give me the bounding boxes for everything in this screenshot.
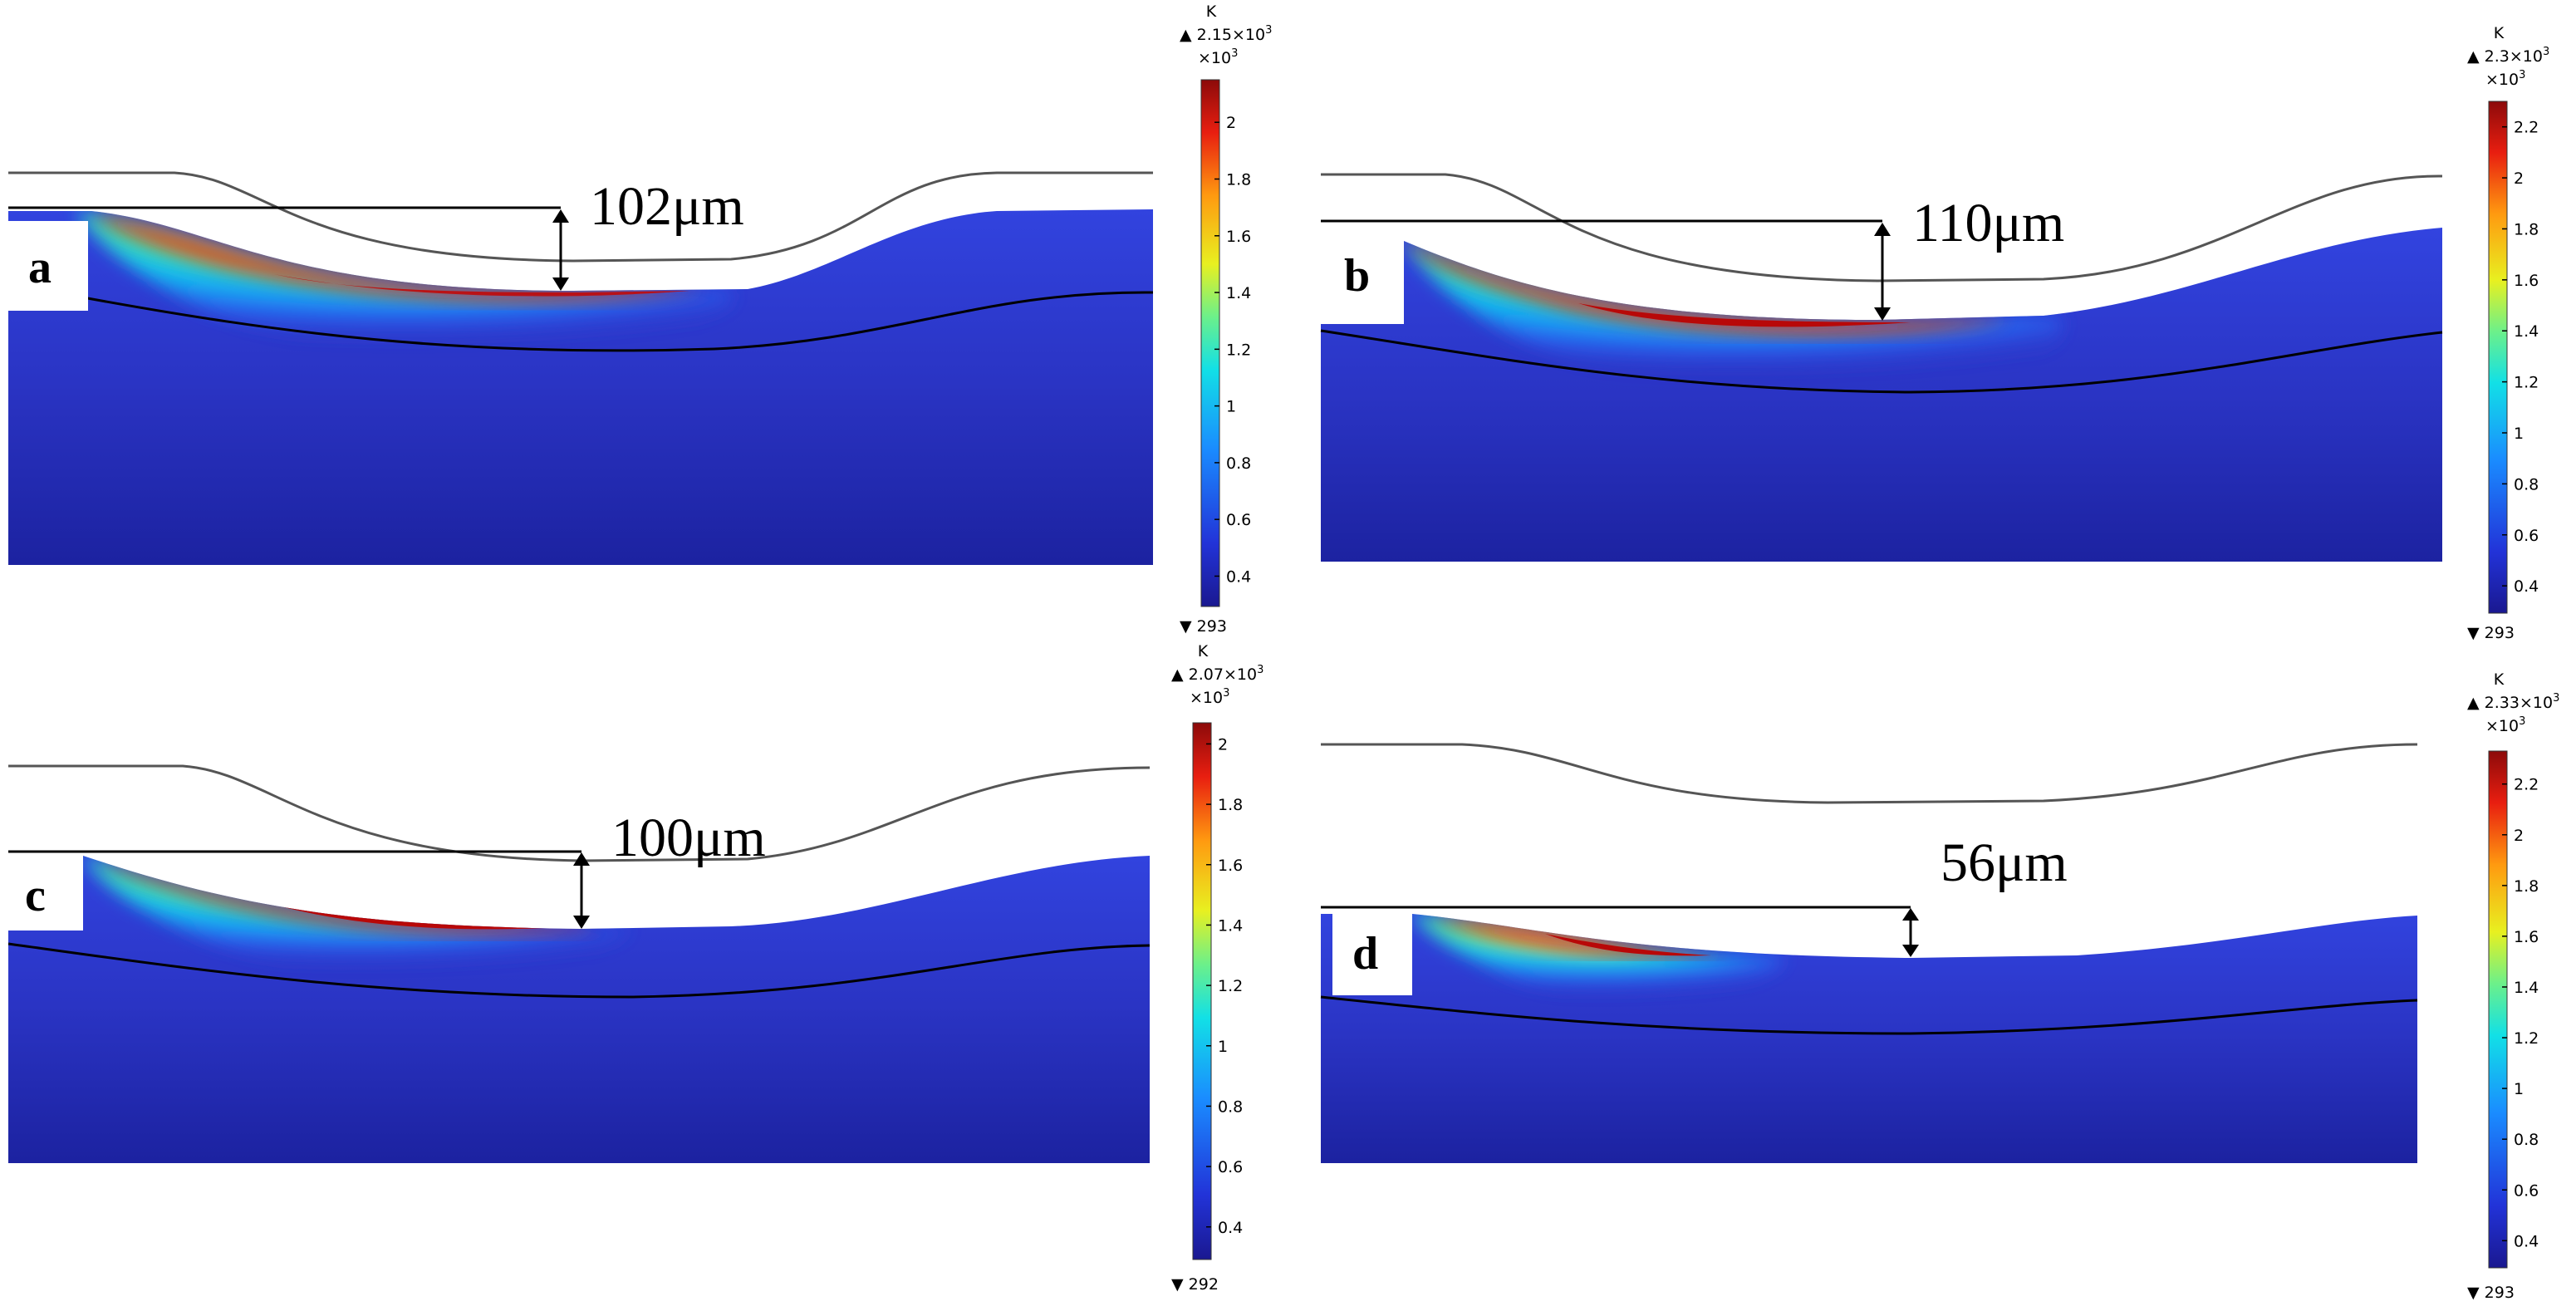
interface-line (82, 291, 1154, 352)
top-surface-line (8, 764, 1151, 862)
colorbar-tick-label: 1.2 (2514, 374, 2539, 392)
top-surface-line (1321, 173, 2443, 282)
colorbar-tick-label: 0.6 (1226, 511, 1251, 529)
colorbar-tick-label: 0.4 (2514, 1232, 2539, 1250)
colorbar-min: ▼ 293 (1180, 617, 1227, 636)
colorbar-tick-label: 1.6 (1226, 228, 1251, 246)
colorbar-unit: K (1206, 2, 1217, 21)
colorbar-tick-label: 1 (2514, 425, 2524, 443)
colorbar-tick-label: 0.6 (2514, 527, 2539, 545)
colorbar-scale: ×103 (2485, 715, 2525, 735)
interface-line (1320, 329, 2443, 394)
colorbar-tick-label: 0.8 (1218, 1097, 1243, 1116)
colorbar-tick-label: 0.6 (1218, 1158, 1243, 1176)
panel-d: 56μm d (1320, 743, 2418, 1163)
panel-label-box (8, 856, 83, 931)
colorbar-tick-label: 1.2 (1226, 341, 1251, 359)
colorbar-tick-label: 1 (1226, 398, 1236, 416)
panel-a: 102μm a (8, 171, 1154, 565)
colorbar-max: ▲ 2.07×103 (1171, 664, 1263, 684)
colorbar-unit: K (2494, 24, 2505, 42)
colorbar-min: ▼ 293 (2467, 1284, 2515, 1302)
depth-arrow (573, 852, 590, 929)
colorbar-tick-label: 1.2 (1218, 977, 1243, 995)
colorbar-tick-label: 1 (1218, 1038, 1228, 1056)
colorbar-c: K ▲ 2.07×103 ×103 ▼ 292 2 1.8 1.6 1.4 1.2 1 0.8 0.6… (1171, 642, 1263, 1294)
substrate-region (8, 856, 1150, 1163)
colorbar-gradient (1192, 722, 1212, 1260)
colorbar-tick-label: 2 (1218, 735, 1228, 754)
depth-label: 102μm (590, 176, 744, 237)
colorbar-tick-label: 2 (2514, 827, 2524, 845)
colorbar-tick-label: 0.8 (2514, 475, 2539, 494)
colorbar-tick-label: 1.8 (1226, 170, 1251, 189)
depth-arrow (552, 209, 569, 291)
colorbar-tick-label: 1.6 (1218, 857, 1243, 875)
depth-arrow (1874, 223, 1891, 321)
colorbar-tick-label: 2.2 (2514, 119, 2539, 137)
colorbar-tick-label: 0.8 (2514, 1131, 2539, 1149)
colorbar-tick-label: 1.4 (2514, 979, 2539, 997)
colorbar-tick-label: 1.2 (2514, 1029, 2539, 1048)
depth-label: 56μm (1941, 832, 2068, 893)
colorbar-tick-label: 0.8 (1226, 454, 1251, 473)
panel-b: 110μm b (1320, 173, 2443, 562)
colorbar-tick-label: 0.6 (2514, 1181, 2539, 1200)
panel-c: 100μm c (7, 764, 1151, 1163)
top-surface-line (8, 171, 1153, 263)
colorbar-tick-label: 1.8 (2514, 220, 2539, 238)
colorbars: K ▲ 2.15×103 ×103 ▼ 293 2 1.8 1.6 1.4 1.2 1 0.8 0.6… (1171, 2, 2559, 1302)
colorbar-tick-label: 1.4 (1226, 284, 1251, 302)
colorbar-tick-label: 1.8 (1218, 796, 1243, 814)
panel-label-box (8, 221, 88, 311)
colorbar-tick-label: 0.4 (2514, 577, 2539, 596)
colorbar-b: K ▲ 2.3×103 ×103 ▼ 293 2.2 2 1.8 1.6 1.4 1.2 1 0.8 0… (2467, 24, 2549, 642)
depth-arrow (1902, 908, 1919, 957)
top-surface-line (1321, 743, 2418, 804)
interface-line (1320, 995, 2418, 1035)
colorbar-scale: ×103 (2485, 69, 2525, 89)
colorbar-scale: ×103 (1198, 47, 1238, 67)
colorbar-tick-label: 0.4 (1218, 1219, 1243, 1237)
panel-label: b (1344, 250, 1370, 302)
colorbar-tick-label: 1.8 (2514, 877, 2539, 896)
depth-label: 100μm (611, 808, 766, 868)
colorbar-unit: K (2494, 670, 2505, 689)
panel-label: a (28, 242, 52, 293)
colorbar-max: ▲ 2.3×103 (2467, 46, 2549, 66)
colorbar-unit: K (1198, 642, 1209, 660)
panel-label-box (1321, 229, 1404, 321)
colorbar-tick-label: 1 (2514, 1080, 2524, 1098)
panel-label: c (25, 870, 46, 921)
colorbar-tick-label: 2 (2514, 169, 2524, 188)
colorbar-tick-label: 1.6 (2514, 272, 2539, 290)
colorbar-tick-label: 1.6 (2514, 928, 2539, 946)
colorbar-tick-label: 0.4 (1226, 567, 1251, 586)
colorbar-tick-label: 2 (1226, 114, 1236, 132)
colorbar-min: ▼ 292 (1171, 1275, 1219, 1294)
colorbar-min: ▼ 293 (2467, 624, 2515, 642)
substrate-region (8, 209, 1153, 565)
colorbar-max: ▲ 2.33×103 (2467, 692, 2559, 712)
colorbar-scale: ×103 (1190, 687, 1229, 707)
colorbar-d: K ▲ 2.33×103 ×103 ▼ 293 2.2 2 1.8 1.6 1.4 1.2 1 0.8… (2467, 670, 2559, 1302)
interface-line (7, 942, 1151, 999)
colorbar-gradient (1200, 79, 1220, 607)
panel-label-box (1332, 914, 1412, 995)
depth-label: 110μm (1912, 193, 2064, 253)
colorbar-tick-label: 2.2 (2514, 776, 2539, 794)
colorbar-tick-label: 1.4 (2514, 322, 2539, 341)
colorbar-a: K ▲ 2.15×103 ×103 ▼ 293 2 1.8 1.6 1.4 1.2 1 0.8 0.6… (1180, 2, 1272, 636)
colorbar-max: ▲ 2.15×103 (1180, 24, 1272, 44)
colorbar-tick-label: 1.4 (1218, 916, 1243, 935)
panel-label: d (1352, 928, 1378, 980)
